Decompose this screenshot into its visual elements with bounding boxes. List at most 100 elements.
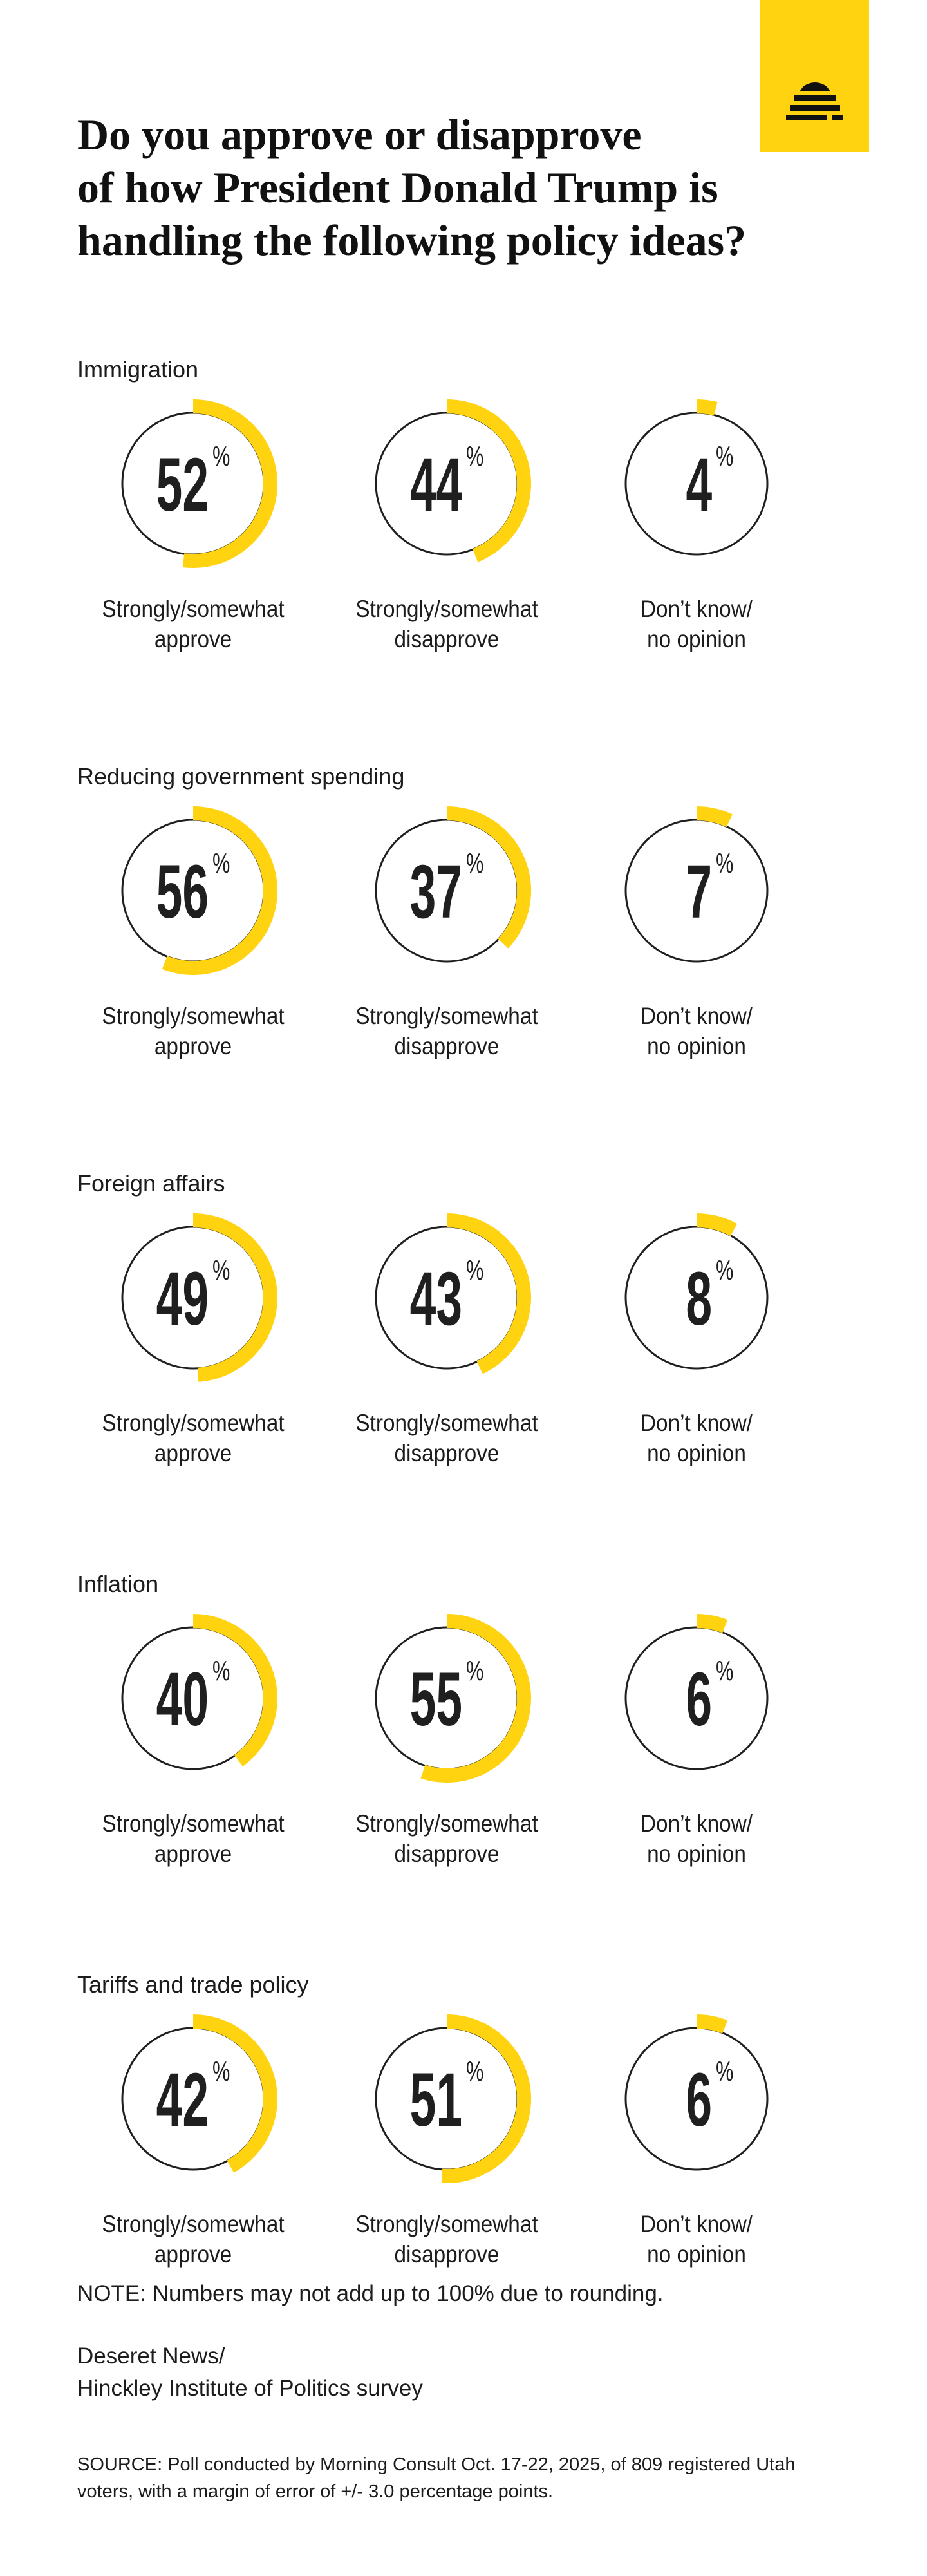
caption-line: disapprove	[394, 1440, 500, 1466]
caption-line: approve	[154, 2241, 232, 2268]
section-label: Tariffs and trade policy	[77, 1971, 309, 1998]
approve-donut: 49%	[121, 1213, 277, 1382]
disapprove-caption: Strongly/somewhat disapprove	[337, 1001, 557, 1061]
credit: Deseret News/ Hinckley Institute of Poli…	[77, 2340, 423, 2405]
section-label: Immigration	[77, 356, 199, 383]
dont-know-caption: Don’t know/no opinion	[586, 594, 807, 654]
value-label: 8	[686, 1256, 712, 1341]
caption-line: Strongly/somewhat	[355, 596, 538, 622]
percent-sign: %	[212, 1255, 230, 1287]
approve-donut: 56%	[121, 806, 278, 975]
dont-know-donut: 6%	[624, 2014, 769, 2171]
donut-arc	[162, 806, 278, 975]
caption-line: disapprove	[394, 626, 500, 652]
donut-arc	[192, 1614, 277, 1766]
approve-caption: Strongly/somewhat approve	[83, 594, 303, 654]
donut-arc	[696, 1614, 728, 1633]
section-label: Inflation	[77, 1571, 159, 1597]
credit-line: Deseret News/	[77, 2344, 225, 2369]
percent-sign: %	[716, 2056, 733, 2088]
donut-arc	[446, 806, 532, 949]
footnote: NOTE: Numbers may not add up to 100% due…	[77, 2281, 664, 2306]
caption-line: Strongly/somewhat	[355, 1810, 538, 1837]
beehive-icon	[786, 82, 843, 120]
disapprove-caption: Strongly/somewhat disapprove	[337, 1408, 557, 1468]
caption-line: Strongly/somewhat	[355, 1003, 538, 1029]
dont-know-donut: 7%	[624, 806, 769, 963]
donut-arc	[696, 806, 733, 828]
caption-line: no opinion	[647, 1841, 746, 1867]
percent-sign: %	[716, 848, 733, 880]
caption-line: Don’t know/	[641, 1410, 753, 1436]
logo-badge	[760, 0, 869, 152]
title-line: Do you approve or disapprove	[77, 110, 642, 159]
dont-know-donut: 6%	[624, 1614, 769, 1770]
approve-donut: 52%	[121, 399, 277, 568]
value-label: 55	[410, 1656, 462, 1741]
caption-line: approve	[154, 1841, 232, 1867]
approve-caption: Strongly/somewhat approve	[83, 1408, 303, 1468]
title-line: handling the following policy ideas?	[77, 216, 747, 265]
dont-know-caption: Don’t know/no opinion	[586, 1808, 807, 1869]
caption-line: Strongly/somewhat	[355, 2211, 538, 2237]
value-label: 42	[156, 2057, 209, 2142]
caption-line: disapprove	[394, 2241, 500, 2268]
donut-ring	[624, 1226, 769, 1370]
percent-sign: %	[212, 1656, 230, 1687]
section-label: Foreign affairs	[77, 1170, 225, 1197]
percent-sign: %	[466, 2056, 483, 2088]
page-title: Do you approve or disapprove of how Pres…	[77, 108, 760, 267]
disapprove-caption: Strongly/somewhat disapprove	[337, 1808, 557, 1869]
caption-line: Don’t know/	[641, 596, 753, 622]
dont-know-caption: Don’t know/no opinion	[586, 1408, 807, 1468]
disapprove-donut: 37%	[375, 806, 532, 963]
percent-sign: %	[212, 2056, 230, 2088]
value-label: 43	[410, 1256, 462, 1341]
value-label: 44	[410, 442, 463, 527]
caption-line: disapprove	[394, 1841, 500, 1867]
donut-arc	[192, 1213, 277, 1382]
donut-arc	[696, 2014, 728, 2034]
donut-arc	[696, 1213, 738, 1236]
value-label: 52	[156, 442, 209, 527]
disapprove-donut: 51%	[375, 2014, 532, 2183]
disapprove-donut: 44%	[375, 399, 531, 562]
percent-sign: %	[466, 1656, 483, 1687]
value-label: 37	[410, 849, 462, 934]
dont-know-donut: 8%	[624, 1213, 769, 1370]
donut-arc	[446, 399, 531, 562]
percent-sign: %	[716, 441, 733, 473]
approve-caption: Strongly/somewhat approve	[83, 2209, 303, 2269]
percent-sign: %	[466, 1255, 483, 1287]
caption-line: no opinion	[647, 2241, 746, 2268]
caption-line: Strongly/somewhat	[355, 1410, 538, 1436]
donut-arc	[441, 2014, 532, 2183]
caption-line: no opinion	[647, 1440, 746, 1466]
approve-caption: Strongly/somewhat approve	[83, 1808, 303, 1869]
donut-arc	[192, 2014, 277, 2173]
percent-sign: %	[716, 1656, 733, 1687]
value-label: 6	[686, 1656, 712, 1741]
disapprove-caption: Strongly/somewhat disapprove	[337, 594, 557, 654]
dont-know-caption: Don’t know/no opinion	[586, 1001, 807, 1061]
source-note: SOURCE: Poll conducted by Morning Consul…	[77, 2454, 796, 2502]
caption-line: Strongly/somewhat	[102, 1410, 285, 1436]
disapprove-donut: 55%	[375, 1614, 531, 1783]
value-label: 51	[410, 2057, 462, 2142]
value-label: 40	[156, 1656, 209, 1741]
caption-line: no opinion	[647, 1033, 746, 1059]
caption-line: Don’t know/	[641, 2211, 753, 2237]
donut-arc	[420, 1614, 531, 1783]
percent-sign: %	[212, 848, 230, 880]
donut-arc	[696, 399, 718, 416]
caption-line: Don’t know/	[641, 1003, 753, 1029]
caption-line: no opinion	[647, 626, 746, 652]
caption-line: Strongly/somewhat	[102, 2211, 285, 2237]
caption-line: approve	[154, 1440, 232, 1466]
title-line: of how President Donald Trump is	[77, 163, 718, 212]
percent-sign: %	[212, 441, 230, 473]
percent-sign: %	[716, 1255, 733, 1287]
dont-know-donut: 4%	[624, 399, 769, 556]
approve-donut: 40%	[121, 1614, 277, 1770]
disapprove-caption: Strongly/somewhat disapprove	[337, 2209, 557, 2269]
